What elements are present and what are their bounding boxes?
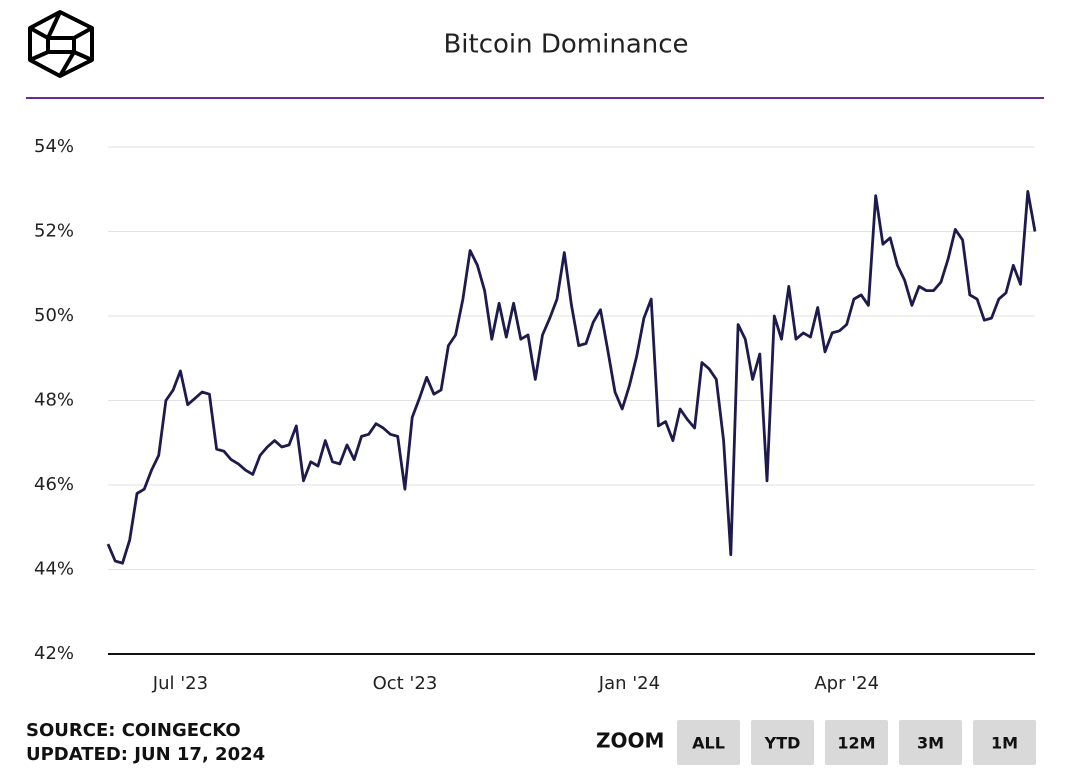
zoom-button-bg xyxy=(751,720,814,765)
updated: UPDATED: JUN 17, 2024 xyxy=(26,744,265,765)
zoom-label: ZOOM xyxy=(596,729,664,753)
zoom-button[interactable]: 1M xyxy=(973,720,1036,765)
zoom-button-label: ALL xyxy=(692,734,725,753)
y-tick-label: 52% xyxy=(34,221,74,242)
y-tick-label: 50% xyxy=(34,305,74,326)
zoom-button-label: 1M xyxy=(991,734,1018,753)
x-tick-label: Oct '23 xyxy=(373,673,438,694)
zoom-button-bg xyxy=(677,720,740,765)
logo xyxy=(28,10,94,78)
y-tick-label: 44% xyxy=(34,559,74,580)
zoom-button[interactable]: YTD xyxy=(751,720,814,765)
data-line xyxy=(106,190,1037,565)
zoom-button[interactable]: 3M xyxy=(899,720,962,765)
chart-title: Bitcoin Dominance xyxy=(443,30,688,60)
zoom-button[interactable]: ALL xyxy=(677,720,740,765)
zoom-button-bg xyxy=(899,720,962,765)
zoom-button-bg xyxy=(825,720,888,765)
zoom-button-label: YTD xyxy=(764,734,801,753)
y-tick-label: 46% xyxy=(34,474,74,495)
zoom-button-bg xyxy=(973,720,1036,765)
y-tick-label: 48% xyxy=(34,390,74,411)
zoom-button[interactable]: 12M xyxy=(825,720,888,765)
y-tick-label: 42% xyxy=(34,643,74,664)
x-tick-label: Jan '24 xyxy=(598,673,660,694)
source: SOURCE: COINGECKO xyxy=(26,720,241,741)
x-tick-label: Apr '24 xyxy=(814,673,879,694)
zoom-button-label: 12M xyxy=(837,734,875,753)
x-tick-label: Jul '23 xyxy=(152,673,208,694)
y-tick-label: 54% xyxy=(34,136,74,157)
zoom-button-label: 3M xyxy=(917,734,944,753)
